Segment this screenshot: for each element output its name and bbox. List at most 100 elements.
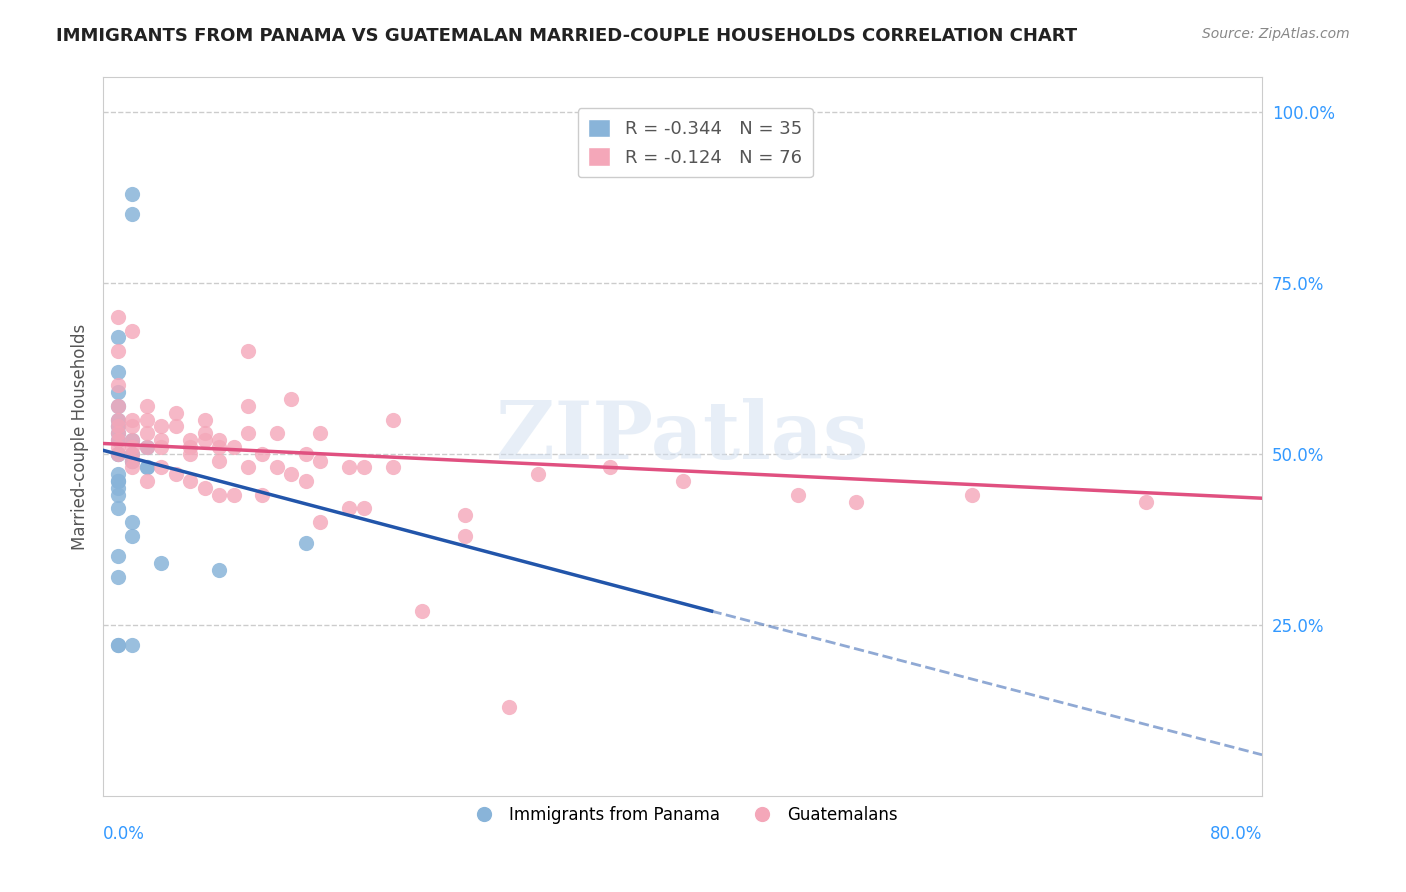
Point [121, 412, 143, 426]
Point [121, 460, 143, 475]
Point [107, 419, 129, 434]
Point [150, 433, 173, 447]
Point [121, 447, 143, 461]
Point [135, 399, 157, 413]
Point [454, 529, 477, 543]
Point [150, 460, 173, 475]
Point [845, 494, 868, 508]
Point [107, 412, 129, 426]
Text: ZIPatlas: ZIPatlas [496, 398, 869, 475]
Point [121, 207, 143, 221]
Point [135, 440, 157, 454]
Point [121, 324, 143, 338]
Point [107, 501, 129, 516]
Point [107, 426, 129, 441]
Point [411, 604, 433, 618]
Point [107, 344, 129, 359]
Point [266, 426, 288, 441]
Point [208, 563, 231, 577]
Point [107, 419, 129, 434]
Point [295, 474, 318, 488]
Point [150, 440, 173, 454]
Point [339, 501, 361, 516]
Point [208, 453, 231, 467]
Point [309, 453, 332, 467]
Point [193, 433, 215, 447]
Point [353, 460, 375, 475]
Point [121, 433, 143, 447]
Point [135, 474, 157, 488]
Point [107, 433, 129, 447]
Point [121, 515, 143, 529]
Point [179, 433, 201, 447]
Point [121, 638, 143, 652]
Point [454, 508, 477, 523]
Point [107, 570, 129, 584]
Point [599, 460, 621, 475]
Point [295, 447, 318, 461]
Point [671, 474, 693, 488]
Point [107, 447, 129, 461]
Point [222, 440, 245, 454]
Point [193, 426, 215, 441]
Point [121, 440, 143, 454]
Point [236, 460, 259, 475]
Point [107, 433, 129, 447]
Point [107, 638, 129, 652]
Point [208, 433, 231, 447]
Point [309, 515, 332, 529]
Point [150, 556, 173, 570]
Point [381, 412, 404, 426]
Point [236, 426, 259, 441]
Point [121, 433, 143, 447]
Point [107, 638, 129, 652]
Point [208, 488, 231, 502]
Point [107, 399, 129, 413]
Point [787, 488, 810, 502]
Point [266, 460, 288, 475]
Point [121, 453, 143, 467]
Point [135, 412, 157, 426]
Text: Source: ZipAtlas.com: Source: ZipAtlas.com [1202, 27, 1350, 41]
Point [280, 392, 302, 406]
Point [135, 460, 157, 475]
Point [121, 453, 143, 467]
Point [150, 419, 173, 434]
Point [179, 440, 201, 454]
Point [1135, 494, 1157, 508]
Point [309, 426, 332, 441]
Point [107, 481, 129, 495]
Point [107, 467, 129, 482]
Point [526, 467, 548, 482]
Point [165, 406, 187, 420]
Point [381, 460, 404, 475]
Point [252, 447, 274, 461]
Point [135, 460, 157, 475]
Point [107, 365, 129, 379]
Text: 0.0%: 0.0% [103, 824, 145, 843]
Point [107, 310, 129, 324]
Point [236, 344, 259, 359]
Point [107, 399, 129, 413]
Point [236, 399, 259, 413]
Point [295, 535, 318, 549]
Y-axis label: Married-couple Households: Married-couple Households [72, 324, 89, 549]
Point [498, 699, 520, 714]
Point [107, 378, 129, 392]
Point [107, 412, 129, 426]
Point [135, 426, 157, 441]
Point [179, 474, 201, 488]
Point [222, 488, 245, 502]
Point [107, 330, 129, 344]
Point [107, 474, 129, 488]
Point [107, 426, 129, 441]
Text: 80.0%: 80.0% [1209, 824, 1263, 843]
Point [962, 488, 984, 502]
Point [135, 440, 157, 454]
Point [107, 447, 129, 461]
Text: IMMIGRANTS FROM PANAMA VS GUATEMALAN MARRIED-COUPLE HOUSEHOLDS CORRELATION CHART: IMMIGRANTS FROM PANAMA VS GUATEMALAN MAR… [56, 27, 1077, 45]
Point [280, 467, 302, 482]
Point [121, 529, 143, 543]
Point [107, 447, 129, 461]
Point [353, 501, 375, 516]
